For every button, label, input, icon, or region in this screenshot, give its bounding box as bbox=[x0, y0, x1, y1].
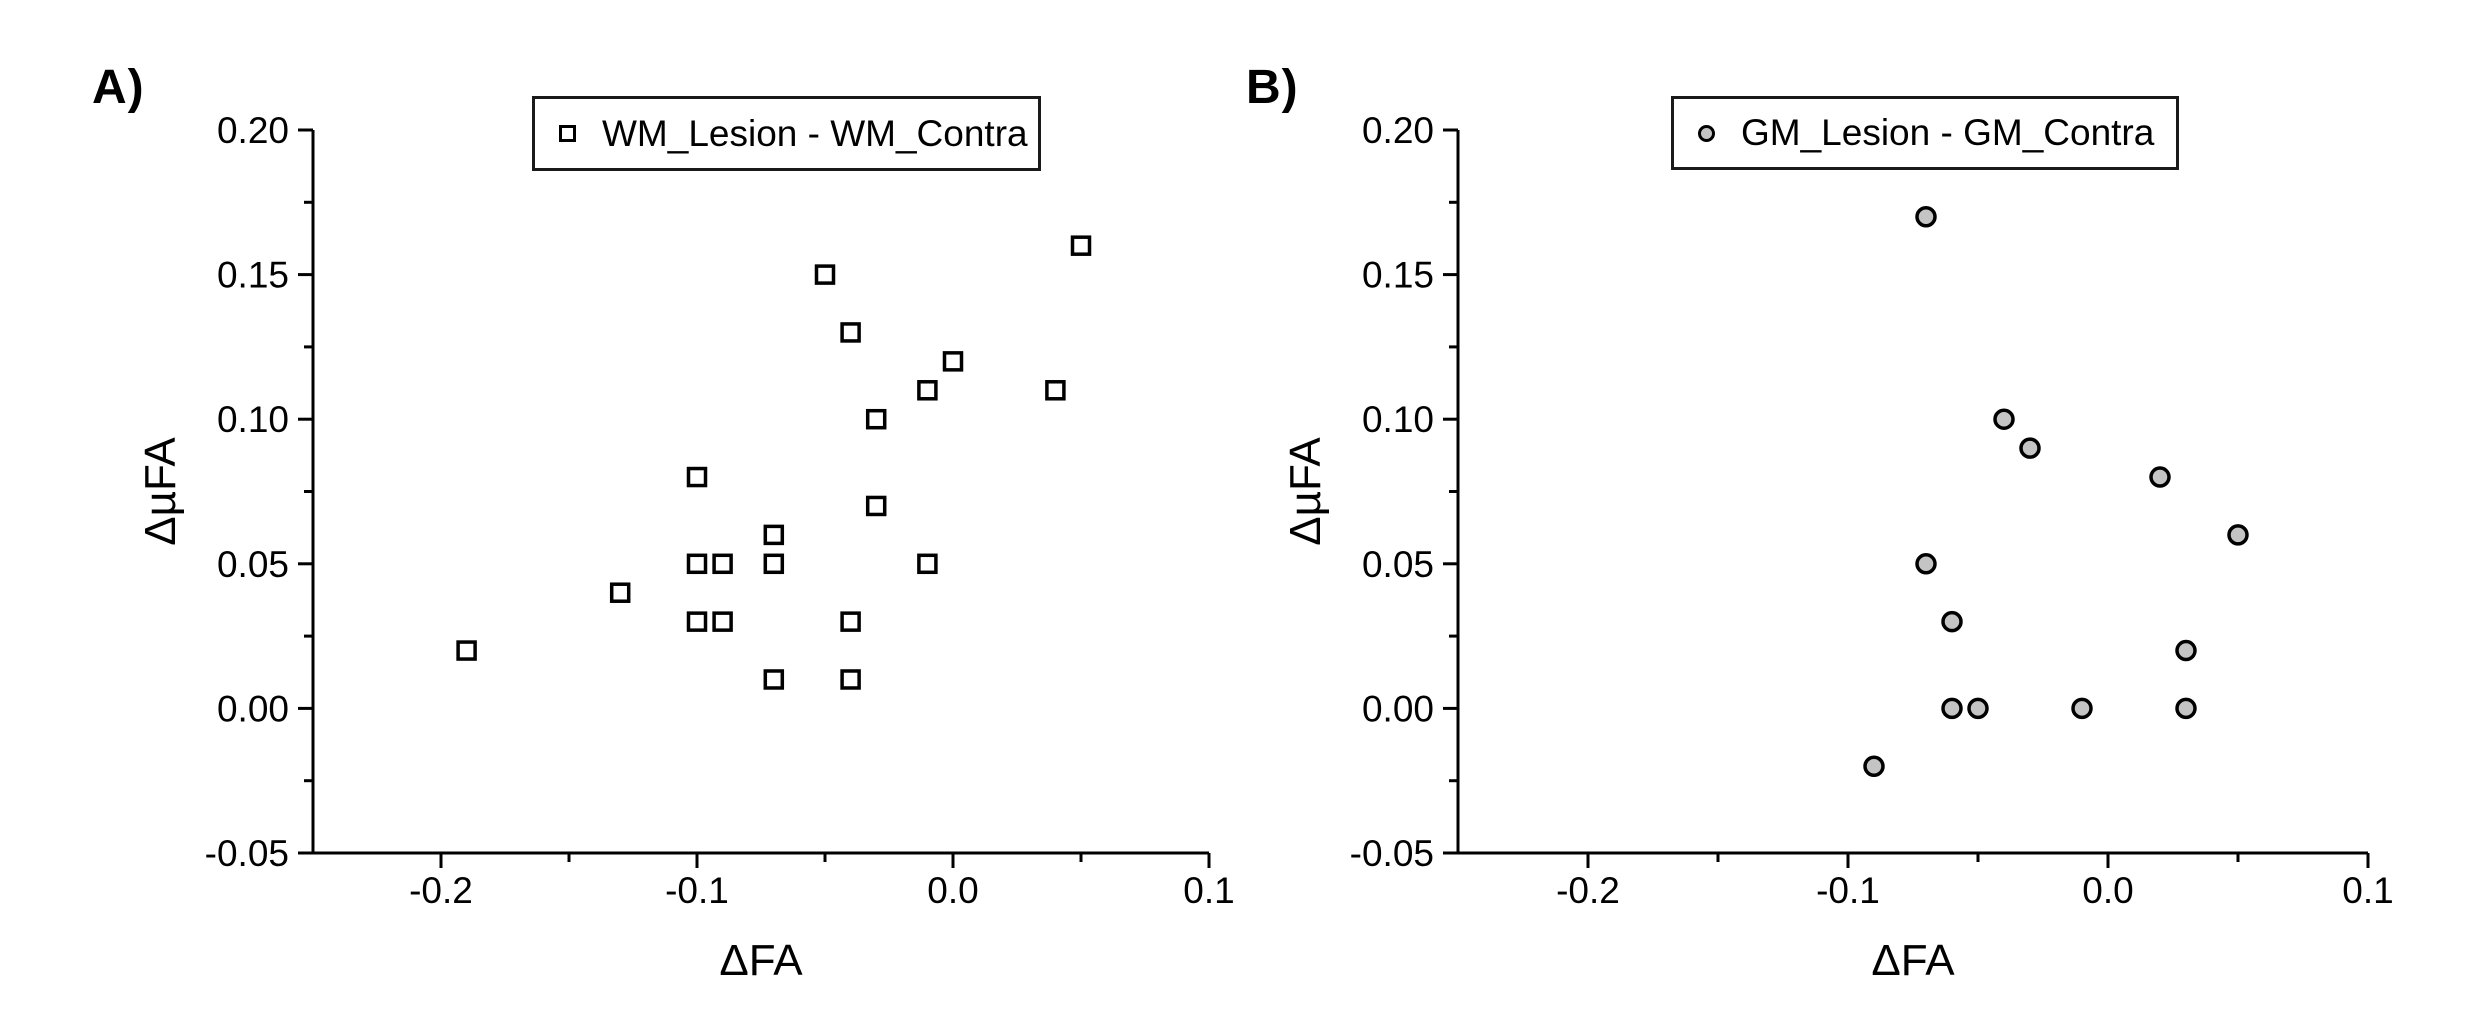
data-point bbox=[2175, 697, 2197, 720]
scatter-plot-a: -0.2 -0.1 0.0 0.1 0.20 0.15 0.10 0.05 0.00 -0.05 Δ… bbox=[136, 110, 1235, 985]
panel-b-label: B) bbox=[1246, 61, 1299, 114]
data-point bbox=[763, 669, 785, 690]
y-axis-title: ΔµFA bbox=[1281, 437, 1330, 546]
data-point bbox=[840, 322, 861, 343]
data-point bbox=[1941, 610, 1963, 633]
x-tick-label: 0.1 bbox=[1183, 870, 1234, 911]
data-point bbox=[2019, 437, 2041, 459]
data-point bbox=[840, 611, 861, 632]
data-point bbox=[1915, 553, 1937, 575]
x-axis-title: ΔFA bbox=[719, 936, 803, 985]
open-square-marker-icon bbox=[559, 125, 576, 142]
legend-b-label: GM_Lesion - GM_Contra bbox=[1741, 112, 2155, 153]
panel-a-label: A) bbox=[92, 61, 145, 114]
y-tick-label: 0.00 bbox=[1362, 688, 1434, 729]
legend-a: WM_Lesion - WM_Contra bbox=[532, 96, 1041, 171]
data-point bbox=[942, 351, 964, 372]
data-point bbox=[917, 380, 938, 401]
x-tick-label: -0.2 bbox=[1556, 870, 1620, 911]
data-point bbox=[2227, 524, 2249, 546]
data-point bbox=[2071, 697, 2093, 720]
data-point bbox=[2149, 466, 2171, 488]
y-tick-label: 0.20 bbox=[1362, 110, 1434, 151]
y-tick-label: 0.15 bbox=[217, 255, 289, 296]
y-tick-label: 0.15 bbox=[1362, 255, 1434, 296]
data-point bbox=[1941, 697, 1963, 720]
x-tick-label: -0.1 bbox=[1816, 870, 1880, 911]
data-point bbox=[609, 582, 631, 603]
data-point bbox=[1915, 206, 1937, 228]
data-point bbox=[840, 669, 861, 690]
axes bbox=[1456, 130, 2368, 855]
x-tick-label: 0.0 bbox=[2082, 870, 2133, 911]
y-tick-label: -0.05 bbox=[205, 833, 289, 874]
panel-a: -0.2 -0.1 0.0 0.1 0.20 0.15 0.10 0.05 0.00 -0.05 Δ… bbox=[92, 61, 1235, 985]
data-point bbox=[686, 611, 708, 632]
data-point bbox=[712, 611, 733, 632]
data-point bbox=[1070, 235, 1092, 256]
x-axis-title: ΔFA bbox=[1871, 936, 1955, 985]
data-point bbox=[712, 553, 733, 575]
x-tick-label: 0.0 bbox=[927, 870, 978, 911]
data-point bbox=[865, 408, 887, 430]
panel-b: -0.2 -0.1 0.0 0.1 0.20 0.15 0.10 0.05 0.00 -0.05 Δ… bbox=[1240, 0, 2480, 1021]
y-tick-label: 0.10 bbox=[217, 399, 289, 440]
data-point bbox=[865, 495, 887, 517]
y-tick-label: -0.05 bbox=[1350, 833, 1434, 874]
x-tick-label: 0.1 bbox=[2342, 870, 2393, 911]
data-point bbox=[1967, 697, 1989, 720]
legend-b: GM_Lesion - GM_Contra bbox=[1671, 96, 2179, 170]
data-point bbox=[686, 553, 708, 575]
legend-a-label: WM_Lesion - WM_Contra bbox=[602, 112, 1028, 154]
y-tick-label: 0.20 bbox=[217, 110, 289, 151]
y-tick-label: 0.05 bbox=[1362, 544, 1434, 585]
data-point bbox=[1993, 408, 2015, 430]
data-point bbox=[1863, 755, 1885, 777]
data-point bbox=[1045, 380, 1066, 401]
y-tick-label: 0.05 bbox=[217, 544, 289, 585]
y-tick-label: 0.10 bbox=[1362, 399, 1434, 440]
x-tick-label: -0.1 bbox=[665, 870, 729, 911]
scatter-plot-b: -0.2 -0.1 0.0 0.1 0.20 0.15 0.10 0.05 0.00 -0.05 Δ… bbox=[1281, 110, 2394, 985]
data-point bbox=[814, 264, 836, 285]
data-point bbox=[2175, 639, 2197, 662]
data-point bbox=[456, 640, 477, 661]
data-point bbox=[763, 524, 785, 546]
filled-circle-marker-icon bbox=[1698, 124, 1715, 142]
x-tick-label: -0.2 bbox=[409, 870, 473, 911]
y-axis-title: ΔµFA bbox=[136, 437, 185, 546]
y-tick-label: 0.00 bbox=[217, 688, 289, 729]
data-point bbox=[917, 553, 938, 575]
data-point bbox=[686, 466, 708, 488]
data-point bbox=[763, 553, 785, 575]
